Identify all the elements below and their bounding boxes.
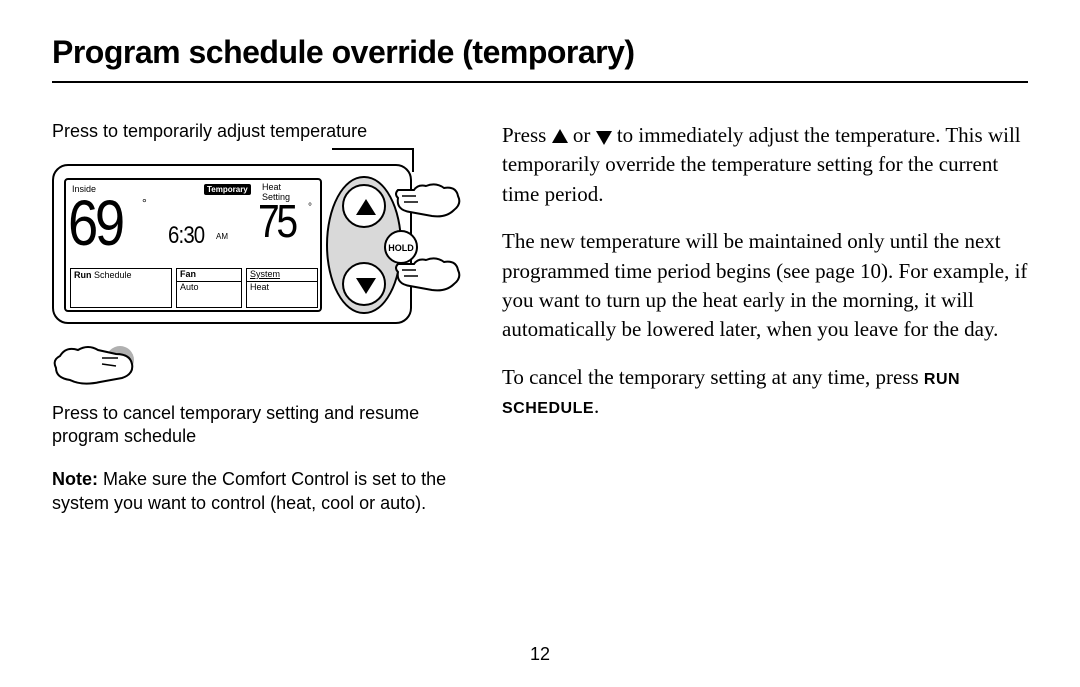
degree-mark-2: ° — [308, 202, 312, 213]
triangle-down-icon — [356, 278, 376, 294]
hand-pointer-icon — [392, 252, 462, 296]
temporary-badge: Temporary — [204, 184, 251, 195]
caption-cancel: Press to cancel temporary setting and re… — [52, 402, 472, 449]
thermostat-lcd: Inside 69 ° 6:30 AM Temporary Heat Setti… — [64, 178, 322, 312]
paragraph-1: Press or to immediately adjust the tempe… — [502, 121, 1028, 209]
temp-up-button[interactable] — [342, 184, 386, 228]
left-column: Press to temporarily adjust temperature … — [52, 121, 472, 515]
time-value: 6:30 — [168, 222, 204, 250]
degree-mark: ° — [142, 196, 147, 210]
paragraph-3: To cancel the temporary setting at any t… — [502, 363, 1028, 422]
hand-cancel-row — [52, 338, 472, 396]
thermostat-device: Inside 69 ° 6:30 AM Temporary Heat Setti… — [52, 164, 412, 324]
note-text: Note: Make sure the Comfort Control is s… — [52, 467, 472, 516]
page-title: Program schedule override (temporary) — [52, 34, 1028, 83]
paragraph-2: The new temperature will be maintained o… — [502, 227, 1028, 345]
inside-temp: 69 — [68, 186, 122, 260]
right-column: Press or to immediately adjust the tempe… — [502, 121, 1028, 515]
hand-pointer-icon — [392, 178, 462, 222]
heat-label: Heat — [262, 182, 281, 192]
run-schedule-button[interactable]: Run Schedule — [70, 268, 172, 308]
triangle-up-icon — [356, 199, 376, 215]
page-number: 12 — [0, 644, 1080, 665]
triangle-up-icon — [552, 129, 568, 143]
thermostat-illustration: Inside 69 ° 6:30 AM Temporary Heat Setti… — [52, 144, 472, 334]
button-pad: HOLD — [326, 176, 402, 314]
temp-down-button[interactable] — [342, 262, 386, 306]
caption-adjust-temp: Press to temporarily adjust temperature — [52, 121, 472, 142]
set-temp: 75 — [258, 194, 295, 248]
triangle-down-icon — [596, 131, 612, 145]
time-ampm: AM — [216, 232, 228, 241]
system-button[interactable]: System Heat — [246, 268, 318, 308]
fan-button[interactable]: Fan Auto — [176, 268, 242, 308]
hand-pointer-icon — [52, 338, 142, 392]
